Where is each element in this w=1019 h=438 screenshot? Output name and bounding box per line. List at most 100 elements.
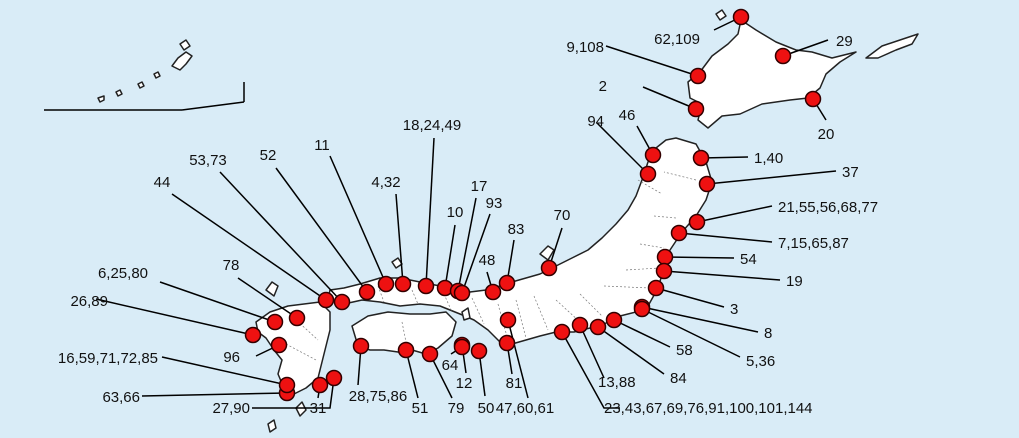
site-labels: 62,109 29 9,108 2 20 94 46 1,40 37 21,55,56,68,77… xyxy=(58,31,878,417)
leader-line xyxy=(579,324,605,379)
site-marker[interactable] xyxy=(656,248,674,266)
site-marker[interactable] xyxy=(644,146,662,164)
ryukyu-islet-3 xyxy=(115,89,123,97)
site-label: 17 xyxy=(471,178,488,195)
site-label: 13,88 xyxy=(598,374,636,391)
site-marker[interactable] xyxy=(244,326,262,344)
ryukyu-islet-1 xyxy=(153,71,161,79)
leader-line xyxy=(613,319,671,348)
site-marker[interactable] xyxy=(270,336,288,354)
site-marker[interactable] xyxy=(311,376,329,394)
site-marker[interactable] xyxy=(698,175,716,193)
prefecture-borders xyxy=(285,171,697,361)
site-marker[interactable] xyxy=(655,262,673,280)
site-label: 23,43,67,69,76,91,100,101,144 xyxy=(604,400,813,417)
site-marker[interactable] xyxy=(687,100,705,118)
site-label: 2 xyxy=(599,78,607,95)
awaji-island xyxy=(461,307,471,321)
leader-line xyxy=(597,326,665,375)
site-marker[interactable] xyxy=(333,293,351,311)
site-label: 18,24,49 xyxy=(403,117,461,134)
site-label: 79 xyxy=(448,400,465,417)
leader-line xyxy=(141,392,288,397)
site-marker[interactable] xyxy=(633,300,651,318)
leader-line xyxy=(605,45,699,77)
site-marker[interactable] xyxy=(417,277,435,295)
site-label: 20 xyxy=(818,126,835,143)
site-label: 54 xyxy=(740,251,757,268)
site-markers xyxy=(244,8,822,402)
leader-line xyxy=(641,308,741,358)
leader-line xyxy=(664,256,735,259)
site-marker[interactable] xyxy=(484,283,502,301)
site-label: 51 xyxy=(412,400,429,417)
leader-line xyxy=(237,277,298,319)
site-label: 70 xyxy=(554,207,571,224)
site-label: 27,90 xyxy=(212,400,250,417)
site-marker[interactable] xyxy=(774,47,792,65)
site-marker[interactable] xyxy=(498,274,516,292)
site-label: 64 xyxy=(442,357,459,374)
site-marker[interactable] xyxy=(352,337,370,355)
site-marker[interactable] xyxy=(266,313,284,331)
site-label: 3 xyxy=(730,301,738,318)
site-marker[interactable] xyxy=(689,67,707,85)
inset-frame xyxy=(44,82,245,111)
site-label: 48 xyxy=(479,252,496,269)
site-label: 63,66 xyxy=(102,389,140,406)
site-label: 12 xyxy=(456,375,473,392)
site-marker[interactable] xyxy=(639,165,657,183)
site-marker[interactable] xyxy=(692,149,710,167)
site-label: 10 xyxy=(447,204,464,221)
site-label: 58 xyxy=(676,342,693,359)
site-marker[interactable] xyxy=(453,284,471,302)
site-label: 84 xyxy=(670,370,687,387)
site-marker[interactable] xyxy=(499,311,517,329)
leader-line xyxy=(641,306,759,333)
site-marker[interactable] xyxy=(278,376,296,394)
leader-line xyxy=(275,167,368,293)
site-marker[interactable] xyxy=(670,224,688,242)
site-marker[interactable] xyxy=(317,291,335,309)
site-label: 46 xyxy=(619,107,636,124)
site-marker[interactable] xyxy=(498,334,516,352)
southern-islet xyxy=(267,419,277,433)
site-label: 6,25,80 xyxy=(98,265,148,282)
site-label: 53,73 xyxy=(189,152,227,169)
site-marker[interactable] xyxy=(397,341,415,359)
site-label: 7,15,65,87 xyxy=(778,235,849,252)
site-marker[interactable] xyxy=(421,345,439,363)
site-marker[interactable] xyxy=(589,318,607,336)
site-marker[interactable] xyxy=(394,275,412,293)
site-marker[interactable] xyxy=(453,338,471,356)
site-label: 50 xyxy=(478,400,495,417)
site-marker[interactable] xyxy=(605,311,623,329)
site-label: 29 xyxy=(836,33,853,50)
site-marker[interactable] xyxy=(571,316,589,334)
site-label: 28,75,86 xyxy=(349,388,407,405)
leader-line xyxy=(95,298,254,336)
hokkaido-island xyxy=(687,19,857,129)
site-marker[interactable] xyxy=(540,259,558,277)
site-marker[interactable] xyxy=(358,283,376,301)
site-marker[interactable] xyxy=(470,342,488,360)
site-marker[interactable] xyxy=(688,213,706,231)
site-label: 21,55,56,68,77 xyxy=(778,199,878,216)
site-marker[interactable] xyxy=(377,275,395,293)
site-marker[interactable] xyxy=(553,323,571,341)
site-marker[interactable] xyxy=(732,8,750,26)
site-marker[interactable] xyxy=(288,309,306,327)
site-label: 19 xyxy=(786,273,803,290)
site-label: 16,59,71,72,85 xyxy=(58,350,158,367)
site-marker[interactable] xyxy=(325,369,343,387)
leader-line xyxy=(561,331,620,409)
leader-line xyxy=(655,287,725,308)
sado-island xyxy=(539,245,555,261)
site-marker[interactable] xyxy=(647,279,665,297)
site-label: 31 xyxy=(310,400,327,417)
leader-line xyxy=(444,224,456,289)
northern-islet xyxy=(715,9,727,21)
site-marker[interactable] xyxy=(804,90,822,108)
shikoku-island xyxy=(351,311,457,355)
site-label: 5,36 xyxy=(746,353,775,370)
